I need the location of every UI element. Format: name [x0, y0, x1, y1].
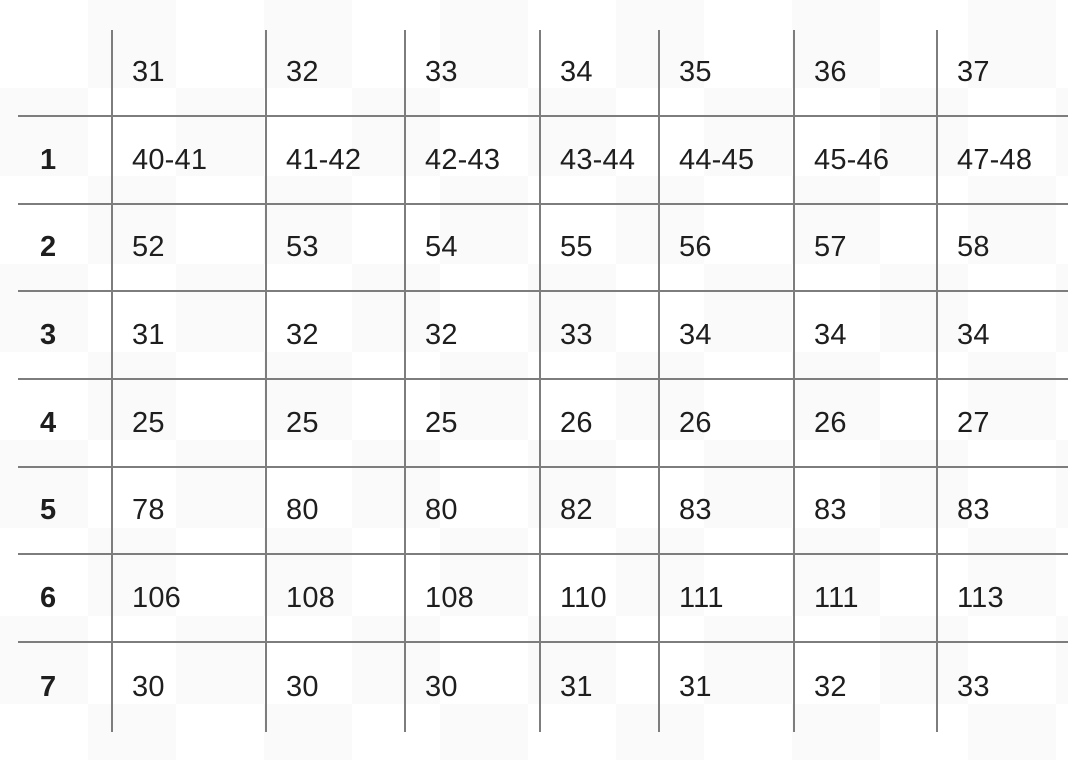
data-cell: 108 [265, 553, 404, 641]
data-cell: 54 [404, 203, 539, 290]
data-cell: 45-46 [793, 115, 936, 203]
data-cell: 83 [793, 466, 936, 553]
data-cell: 34 [793, 290, 936, 378]
data-cell: 83 [658, 466, 793, 553]
data-cell: 26 [658, 378, 793, 466]
header-cell-37: 37 [936, 30, 1068, 115]
data-cell: 30 [111, 641, 265, 732]
data-cell: 25 [265, 378, 404, 466]
row-label: 1 [18, 115, 111, 203]
header-cell-36: 36 [793, 30, 936, 115]
data-cell: 43-44 [539, 115, 658, 203]
data-cell: 80 [265, 466, 404, 553]
data-cell: 26 [539, 378, 658, 466]
data-cell: 82 [539, 466, 658, 553]
header-cell-33: 33 [404, 30, 539, 115]
data-cell: 30 [265, 641, 404, 732]
data-cell: 40-41 [111, 115, 265, 203]
header-cell-31: 31 [111, 30, 265, 115]
data-cell: 57 [793, 203, 936, 290]
data-cell: 106 [111, 553, 265, 641]
data-cell: 27 [936, 378, 1068, 466]
data-cell: 83 [936, 466, 1068, 553]
data-cell: 30 [404, 641, 539, 732]
data-cell: 26 [793, 378, 936, 466]
row-label: 6 [18, 553, 111, 641]
data-cell: 52 [111, 203, 265, 290]
header-cell-35: 35 [658, 30, 793, 115]
row-label: 4 [18, 378, 111, 466]
data-cell: 32 [404, 290, 539, 378]
data-cell: 111 [793, 553, 936, 641]
data-cell: 58 [936, 203, 1068, 290]
data-cell: 33 [936, 641, 1068, 732]
data-cell: 110 [539, 553, 658, 641]
data-cell: 25 [404, 378, 539, 466]
row-label: 2 [18, 203, 111, 290]
data-cell: 113 [936, 553, 1068, 641]
data-cell: 34 [658, 290, 793, 378]
data-cell: 108 [404, 553, 539, 641]
data-cell: 34 [936, 290, 1068, 378]
row-label: 5 [18, 466, 111, 553]
size-table: 31 32 33 34 35 36 37 1 40-41 41-42 42-43… [18, 30, 1068, 732]
data-cell: 32 [793, 641, 936, 732]
data-cell: 41-42 [265, 115, 404, 203]
data-cell: 25 [111, 378, 265, 466]
data-cell: 56 [658, 203, 793, 290]
data-cell: 78 [111, 466, 265, 553]
row-label: 7 [18, 641, 111, 732]
row-label: 3 [18, 290, 111, 378]
header-cell-32: 32 [265, 30, 404, 115]
data-cell: 44-45 [658, 115, 793, 203]
data-cell: 42-43 [404, 115, 539, 203]
data-cell: 111 [658, 553, 793, 641]
data-cell: 53 [265, 203, 404, 290]
data-cell: 55 [539, 203, 658, 290]
data-cell: 31 [658, 641, 793, 732]
data-cell: 33 [539, 290, 658, 378]
data-cell: 31 [111, 290, 265, 378]
data-cell: 32 [265, 290, 404, 378]
data-cell: 31 [539, 641, 658, 732]
data-cell: 80 [404, 466, 539, 553]
header-cell-34: 34 [539, 30, 658, 115]
data-cell: 47-48 [936, 115, 1068, 203]
header-corner-cell [18, 30, 111, 115]
